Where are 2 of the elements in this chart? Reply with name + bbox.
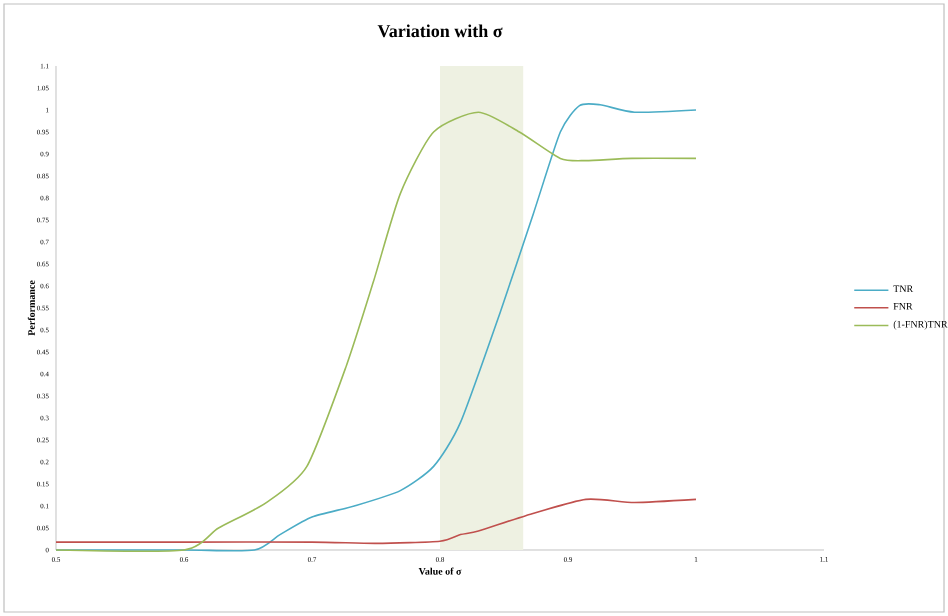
line-series <box>55 498 697 545</box>
chart-title: Variation with σ <box>377 24 503 38</box>
